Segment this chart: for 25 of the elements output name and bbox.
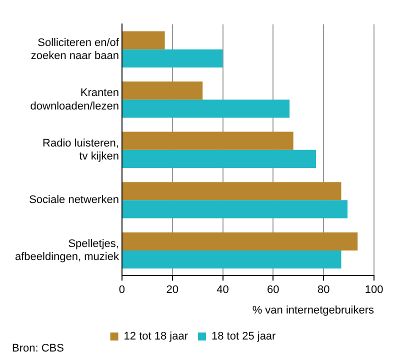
x-tick-label: 20 bbox=[166, 284, 178, 296]
x-tick-label: 60 bbox=[267, 284, 280, 296]
bar bbox=[122, 200, 348, 218]
bar bbox=[122, 150, 316, 168]
bar bbox=[122, 232, 358, 250]
x-tick-label: 80 bbox=[317, 284, 330, 296]
x-tick-label: 40 bbox=[216, 284, 229, 296]
text: Bron: CBS bbox=[12, 342, 64, 355]
x-axis-title: % van internetgebruikers bbox=[252, 304, 374, 316]
bar bbox=[122, 182, 342, 200]
y-tick-label: Spelletjes, afbeeldingen, muziek bbox=[14, 238, 120, 264]
bar bbox=[122, 49, 223, 68]
x-tick-label: 0 bbox=[118, 284, 126, 296]
bar bbox=[122, 250, 342, 269]
x-tick-label: 100 bbox=[364, 284, 384, 296]
y-tick-label: Sociale netwerken bbox=[29, 194, 119, 206]
legend-label: 12 tot 18 jaar bbox=[124, 330, 188, 343]
bar bbox=[122, 31, 165, 50]
bar bbox=[122, 100, 290, 118]
y-tick-label: Solliciteren en/of zoeken naar baan bbox=[30, 36, 120, 62]
bar bbox=[122, 82, 203, 100]
legend-label: 18 tot 25 jaar bbox=[212, 330, 276, 343]
bar bbox=[122, 132, 294, 150]
y-tick-label: Radio luisteren, tv kijken bbox=[42, 137, 119, 163]
y-tick-label: Kranten downloaden/lezen bbox=[30, 87, 119, 112]
